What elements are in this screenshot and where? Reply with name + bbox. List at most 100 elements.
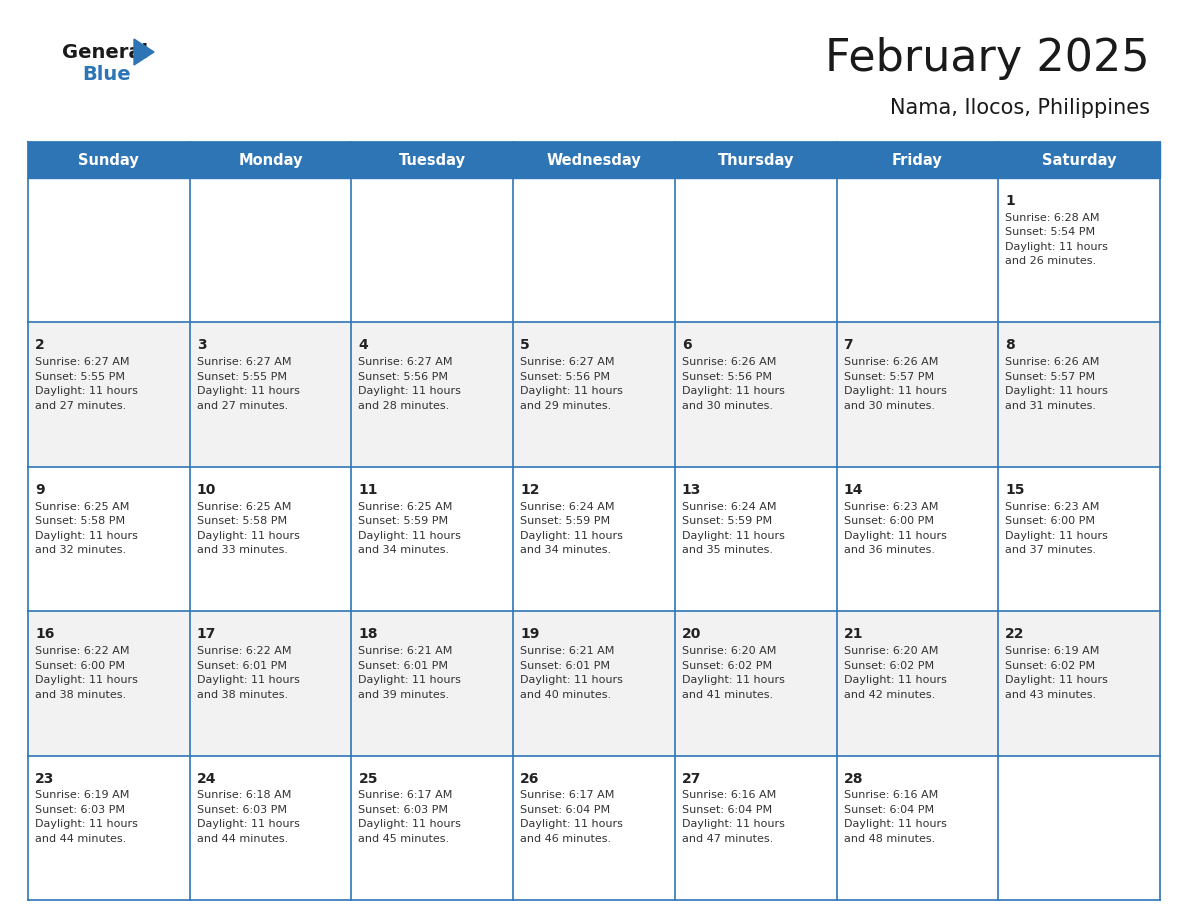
Text: Sunset: 5:55 PM: Sunset: 5:55 PM (197, 372, 286, 382)
Text: Daylight: 11 hours: Daylight: 11 hours (520, 386, 623, 397)
Text: 10: 10 (197, 483, 216, 497)
Text: Sunrise: 6:27 AM: Sunrise: 6:27 AM (197, 357, 291, 367)
Text: and 39 minutes.: and 39 minutes. (359, 689, 449, 700)
Text: and 46 minutes.: and 46 minutes. (520, 834, 612, 844)
Text: Daylight: 11 hours: Daylight: 11 hours (1005, 241, 1108, 252)
Polygon shape (134, 39, 154, 65)
Text: 5: 5 (520, 339, 530, 353)
Text: 3: 3 (197, 339, 207, 353)
Text: 23: 23 (34, 772, 55, 786)
Text: Sunset: 6:02 PM: Sunset: 6:02 PM (682, 661, 772, 670)
Text: Sunrise: 6:20 AM: Sunrise: 6:20 AM (843, 646, 939, 656)
Text: Sunset: 5:59 PM: Sunset: 5:59 PM (682, 516, 772, 526)
Text: Daylight: 11 hours: Daylight: 11 hours (359, 386, 461, 397)
Text: Sunset: 6:00 PM: Sunset: 6:00 PM (843, 516, 934, 526)
Text: 18: 18 (359, 627, 378, 641)
Text: Sunset: 6:02 PM: Sunset: 6:02 PM (843, 661, 934, 670)
Bar (29, 756, 1159, 900)
Text: and 44 minutes.: and 44 minutes. (34, 834, 126, 844)
Text: Sunrise: 6:25 AM: Sunrise: 6:25 AM (197, 501, 291, 511)
Text: Daylight: 11 hours: Daylight: 11 hours (34, 386, 138, 397)
Text: and 38 minutes.: and 38 minutes. (34, 689, 126, 700)
Text: 27: 27 (682, 772, 701, 786)
Text: Sunrise: 6:27 AM: Sunrise: 6:27 AM (520, 357, 614, 367)
Text: Sunset: 6:03 PM: Sunset: 6:03 PM (359, 805, 448, 815)
Text: Daylight: 11 hours: Daylight: 11 hours (843, 820, 947, 830)
Text: Sunrise: 6:22 AM: Sunrise: 6:22 AM (34, 646, 129, 656)
Bar (29, 178, 1159, 322)
Text: Daylight: 11 hours: Daylight: 11 hours (682, 675, 785, 685)
Text: and 33 minutes.: and 33 minutes. (197, 545, 287, 555)
Text: 22: 22 (1005, 627, 1025, 641)
Text: Sunrise: 6:19 AM: Sunrise: 6:19 AM (1005, 646, 1100, 656)
Text: Sunset: 6:01 PM: Sunset: 6:01 PM (197, 661, 286, 670)
Text: Monday: Monday (239, 152, 303, 167)
Text: 21: 21 (843, 627, 862, 641)
Text: Daylight: 11 hours: Daylight: 11 hours (359, 531, 461, 541)
Text: Sunrise: 6:23 AM: Sunrise: 6:23 AM (843, 501, 939, 511)
Text: 14: 14 (843, 483, 862, 497)
Text: Sunrise: 6:24 AM: Sunrise: 6:24 AM (520, 501, 614, 511)
Text: General: General (62, 42, 148, 62)
Text: Sunset: 5:58 PM: Sunset: 5:58 PM (197, 516, 286, 526)
Text: Sunset: 6:03 PM: Sunset: 6:03 PM (197, 805, 286, 815)
Text: 8: 8 (1005, 339, 1015, 353)
Text: Saturday: Saturday (1042, 152, 1117, 167)
Text: Sunset: 5:54 PM: Sunset: 5:54 PM (1005, 228, 1095, 238)
Text: 16: 16 (34, 627, 55, 641)
Text: Daylight: 11 hours: Daylight: 11 hours (682, 531, 785, 541)
Text: and 48 minutes.: and 48 minutes. (843, 834, 935, 844)
Text: 25: 25 (359, 772, 378, 786)
Text: Daylight: 11 hours: Daylight: 11 hours (197, 820, 299, 830)
Text: 12: 12 (520, 483, 539, 497)
Text: Daylight: 11 hours: Daylight: 11 hours (520, 531, 623, 541)
Text: Daylight: 11 hours: Daylight: 11 hours (843, 675, 947, 685)
Text: Sunrise: 6:27 AM: Sunrise: 6:27 AM (359, 357, 453, 367)
Text: Daylight: 11 hours: Daylight: 11 hours (359, 820, 461, 830)
Text: Daylight: 11 hours: Daylight: 11 hours (1005, 531, 1108, 541)
Text: and 27 minutes.: and 27 minutes. (34, 401, 126, 410)
Text: Daylight: 11 hours: Daylight: 11 hours (682, 820, 785, 830)
Text: and 41 minutes.: and 41 minutes. (682, 689, 773, 700)
Text: 28: 28 (843, 772, 862, 786)
Text: Sunset: 5:56 PM: Sunset: 5:56 PM (359, 372, 448, 382)
Text: Daylight: 11 hours: Daylight: 11 hours (197, 386, 299, 397)
Text: Sunset: 6:04 PM: Sunset: 6:04 PM (520, 805, 611, 815)
Text: Sunrise: 6:27 AM: Sunrise: 6:27 AM (34, 357, 129, 367)
Text: Sunrise: 6:18 AM: Sunrise: 6:18 AM (197, 790, 291, 800)
Text: Blue: Blue (82, 64, 131, 84)
Text: Sunset: 5:58 PM: Sunset: 5:58 PM (34, 516, 125, 526)
Text: Sunrise: 6:24 AM: Sunrise: 6:24 AM (682, 501, 776, 511)
Text: Sunrise: 6:26 AM: Sunrise: 6:26 AM (1005, 357, 1100, 367)
Text: 2: 2 (34, 339, 45, 353)
Text: Daylight: 11 hours: Daylight: 11 hours (843, 386, 947, 397)
Text: 4: 4 (359, 339, 368, 353)
Text: 9: 9 (34, 483, 45, 497)
Text: 17: 17 (197, 627, 216, 641)
Text: Sunrise: 6:23 AM: Sunrise: 6:23 AM (1005, 501, 1100, 511)
Text: Sunday: Sunday (78, 152, 139, 167)
Text: Nama, Ilocos, Philippines: Nama, Ilocos, Philippines (890, 98, 1150, 118)
Text: Sunrise: 6:25 AM: Sunrise: 6:25 AM (34, 501, 129, 511)
Text: and 44 minutes.: and 44 minutes. (197, 834, 287, 844)
Text: Sunset: 5:55 PM: Sunset: 5:55 PM (34, 372, 125, 382)
Text: Daylight: 11 hours: Daylight: 11 hours (359, 675, 461, 685)
Text: Sunset: 6:01 PM: Sunset: 6:01 PM (359, 661, 448, 670)
Text: Daylight: 11 hours: Daylight: 11 hours (520, 820, 623, 830)
Bar (29, 142, 1159, 178)
Text: 19: 19 (520, 627, 539, 641)
Text: and 29 minutes.: and 29 minutes. (520, 401, 612, 410)
Text: and 42 minutes.: and 42 minutes. (843, 689, 935, 700)
Text: and 45 minutes.: and 45 minutes. (359, 834, 449, 844)
Text: and 40 minutes.: and 40 minutes. (520, 689, 612, 700)
Text: and 37 minutes.: and 37 minutes. (1005, 545, 1097, 555)
Text: and 34 minutes.: and 34 minutes. (359, 545, 449, 555)
Bar (29, 322, 1159, 466)
Text: Wednesday: Wednesday (546, 152, 642, 167)
Text: Daylight: 11 hours: Daylight: 11 hours (1005, 386, 1108, 397)
Text: Daylight: 11 hours: Daylight: 11 hours (682, 386, 785, 397)
Text: 15: 15 (1005, 483, 1025, 497)
Bar (29, 466, 1159, 611)
Text: Sunrise: 6:28 AM: Sunrise: 6:28 AM (1005, 213, 1100, 223)
Text: Sunset: 5:56 PM: Sunset: 5:56 PM (520, 372, 611, 382)
